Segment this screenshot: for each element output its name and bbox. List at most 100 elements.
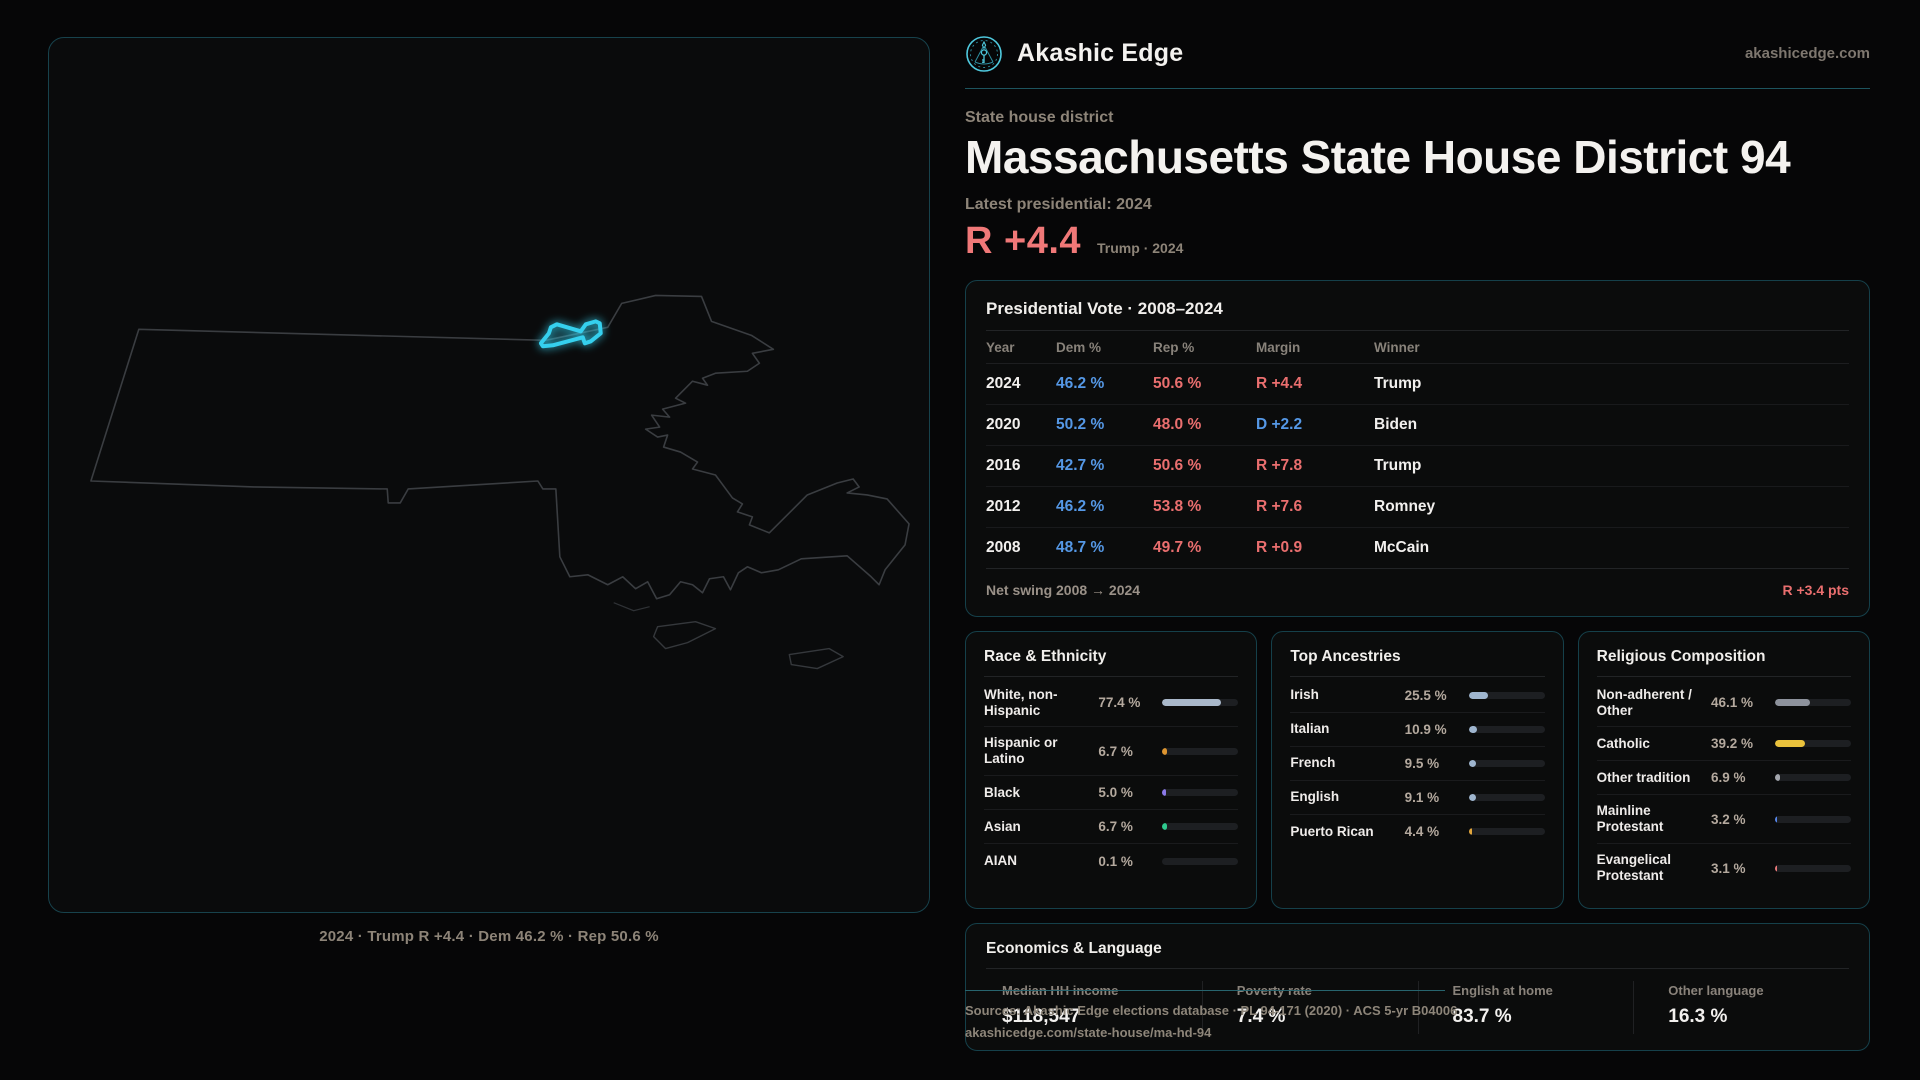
ancestry-row-irish: Irish 25.5 % xyxy=(1290,679,1545,713)
col-header-winner: Winner xyxy=(1374,330,1849,364)
race-card-title: Race & Ethnicity xyxy=(984,648,1239,677)
margin-cell: R +7.8 xyxy=(1256,445,1374,487)
stat-bar xyxy=(1162,823,1239,831)
table-row-2020: 2020 50.2 % 48.0 % D +2.2 Biden xyxy=(986,404,1849,446)
brand-name: Akashic Edge xyxy=(1017,39,1184,67)
stat-label: Hispanic or Latino xyxy=(984,735,1058,767)
demographics-row: Race & Ethnicity White, non-Hispanic 77.… xyxy=(965,630,1870,909)
stat-label: Italian xyxy=(1290,721,1330,737)
stat-bar xyxy=(1774,815,1851,823)
year-cell: 2020 xyxy=(986,404,1056,446)
akashic-edge-logo-icon xyxy=(966,35,1002,72)
rep-cell: 53.8 % xyxy=(1153,486,1256,528)
stat-label: Puerto Rican xyxy=(1290,823,1374,839)
stat-other-language: Other language 16.3 % xyxy=(1633,980,1849,1034)
state-outline xyxy=(90,294,910,600)
religion-row-mainline: Mainline Protestant 3.2 % xyxy=(1596,795,1851,845)
race-row-hispanic: Hispanic or Latino 6.7 % xyxy=(984,727,1239,777)
ancestry-row-puerto-rican: Puerto Rican 4.4 % xyxy=(1290,815,1545,849)
brand-domain-link[interactable]: akashicedge.com xyxy=(1744,45,1870,62)
economics-stats-row: Median HH income $118,547 Poverty rate 7… xyxy=(986,980,1849,1034)
table-header-row: Year Dem % Rep % Margin Winner xyxy=(986,330,1849,364)
stat-label: English xyxy=(1290,789,1340,805)
stat-value: 6.7 % xyxy=(1098,743,1133,759)
race-row-asian: Asian 6.7 % xyxy=(984,810,1239,845)
dem-cell: 46.2 % xyxy=(1056,363,1153,405)
race-table: White, non-Hispanic 77.4 % Hispanic or L… xyxy=(984,679,1239,879)
map-caption: 2024 · Trump R +4.4 · Dem 46.2 % · Rep 5… xyxy=(319,928,659,945)
top-ancestries-card: Top Ancestries Irish 25.5 % Italian 10.9… xyxy=(1271,630,1564,909)
economics-card-title: Economics & Language xyxy=(986,940,1849,969)
religion-table: Non-adherent / Other 46.1 % Catholic 39.… xyxy=(1596,679,1851,893)
table-row-2012: 2012 46.2 % 53.8 % R +7.6 Romney xyxy=(986,486,1849,528)
table-row-2024: 2024 46.2 % 50.6 % R +4.4 Trump xyxy=(986,363,1849,405)
dem-cell: 50.2 % xyxy=(1056,404,1153,446)
economics-language-card: Economics & Language Median HH income $1… xyxy=(965,922,1870,1051)
stat-label: Median HH income xyxy=(1002,982,1119,998)
presidential-vote-card: Presidential Vote · 2008–2024 Year Dem %… xyxy=(965,279,1870,617)
winner-cell: McCain xyxy=(1374,527,1849,569)
hero-margin-row: R +4.4 Trump · 2024 xyxy=(965,220,1870,263)
stat-label: Poverty rate xyxy=(1236,982,1312,998)
rep-cell: 50.6 % xyxy=(1153,363,1256,405)
stat-value: 3.1 % xyxy=(1710,860,1746,876)
stat-label: Other tradition xyxy=(1596,769,1691,785)
year-cell: 2008 xyxy=(986,527,1056,569)
stat-bar xyxy=(1774,864,1851,872)
header-brand-row: Akashic Edge akashicedge.com xyxy=(965,33,1870,89)
col-header-dem: Dem % xyxy=(1056,330,1153,364)
stat-value: $118,547 xyxy=(1002,1005,1081,1027)
stat-bar xyxy=(1162,747,1239,755)
presidential-card-title: Presidential Vote · 2008–2024 xyxy=(986,299,1849,331)
stat-value: 3.2 % xyxy=(1710,811,1746,827)
stat-english-at-home: English at home 83.7 % xyxy=(1417,980,1634,1034)
net-swing-value: R +3.4 pts xyxy=(1782,581,1849,598)
stat-value: 6.7 % xyxy=(1098,819,1133,835)
stat-poverty-rate: Poverty rate 7.4 % xyxy=(1201,980,1418,1034)
stat-bar xyxy=(1162,699,1239,707)
hero-margin-context: Trump · 2024 xyxy=(1097,239,1184,256)
margin-cell: R +0.9 xyxy=(1256,527,1374,569)
dem-cell: 48.7 % xyxy=(1056,527,1153,569)
hero-margin-value: R +4.4 xyxy=(965,219,1082,262)
marthas-vineyard-outline xyxy=(652,620,717,650)
stat-value: 46.1 % xyxy=(1710,695,1754,711)
ancestries-table: Irish 25.5 % Italian 10.9 % French 9.5 % xyxy=(1290,679,1545,849)
religious-composition-card: Religious Composition Non-adherent / Oth… xyxy=(1577,630,1870,909)
elizabeth-islands-outline xyxy=(613,602,650,612)
latest-presidential-label: Latest presidential: 2024 xyxy=(965,195,1152,213)
stat-label: Irish xyxy=(1290,687,1319,703)
stat-value: 10.9 % xyxy=(1404,721,1447,737)
religion-card-title: Religious Composition xyxy=(1596,648,1851,677)
table-row-2008: 2008 48.7 % 49.7 % R +0.9 McCain xyxy=(986,527,1849,569)
stat-value: 16.3 % xyxy=(1668,1005,1728,1027)
massachusetts-map[interactable] xyxy=(49,38,929,912)
margin-cell: R +7.6 xyxy=(1256,486,1374,528)
stat-value: 6.9 % xyxy=(1710,770,1746,786)
stat-bar xyxy=(1468,759,1545,767)
stat-value: 83.7 % xyxy=(1452,1005,1512,1027)
stat-bar xyxy=(1774,699,1851,707)
stat-bar xyxy=(1468,828,1545,836)
winner-cell: Biden xyxy=(1374,404,1849,446)
winner-cell: Romney xyxy=(1374,486,1849,528)
stat-value: 7.4 % xyxy=(1236,1005,1286,1027)
stat-bar xyxy=(1468,793,1545,801)
ancestries-card-title: Top Ancestries xyxy=(1290,648,1545,677)
ancestry-row-english: English 9.1 % xyxy=(1290,781,1545,815)
district-map-panel[interactable] xyxy=(48,37,930,913)
stat-value: 39.2 % xyxy=(1710,736,1754,752)
net-swing-row: Net swing 2008 → 2024 R +3.4 pts xyxy=(986,569,1849,602)
rep-cell: 49.7 % xyxy=(1153,527,1256,569)
year-cell: 2012 xyxy=(986,486,1056,528)
district-94-highlight-shape[interactable] xyxy=(538,319,603,349)
stat-label: English at home xyxy=(1452,982,1553,998)
winner-cell: Trump xyxy=(1374,363,1849,405)
religion-row-catholic: Catholic 39.2 % xyxy=(1596,727,1851,762)
stat-bar xyxy=(1774,740,1851,748)
rep-cell: 48.0 % xyxy=(1153,404,1256,446)
presidential-vote-table: Year Dem % Rep % Margin Winner 2024 46.2… xyxy=(986,330,1849,569)
race-row-white: White, non-Hispanic 77.4 % xyxy=(984,679,1239,728)
margin-cell: R +4.4 xyxy=(1256,363,1374,405)
